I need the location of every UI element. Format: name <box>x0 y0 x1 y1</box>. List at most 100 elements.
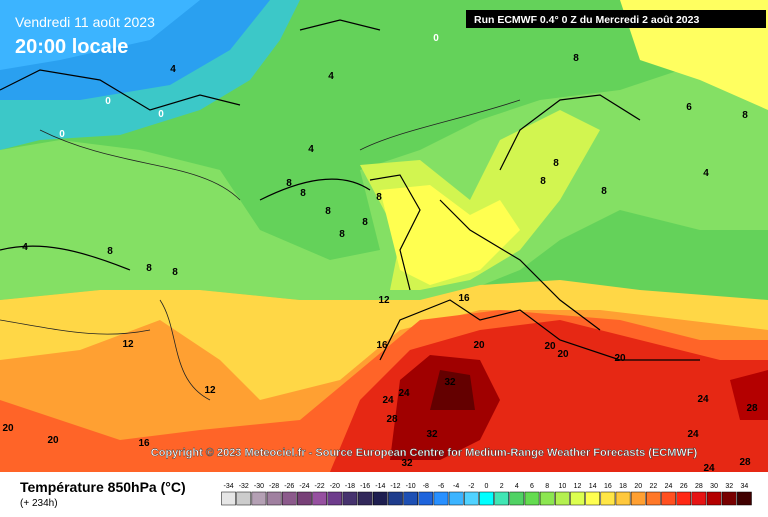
scale-cell <box>630 491 646 506</box>
scale-label: -18 <box>345 483 355 490</box>
scale-label: 26 <box>680 483 688 490</box>
contour-label: 20 <box>47 435 59 446</box>
extreme-region <box>430 370 475 410</box>
scale-label: -6 <box>438 483 444 490</box>
scale-label: 24 <box>665 483 673 490</box>
scale-cell <box>251 491 267 506</box>
scale-cell <box>600 491 616 506</box>
scale-cell <box>357 491 373 506</box>
scale-label: -22 <box>315 483 325 490</box>
lead-time: (+ 234h) <box>20 498 58 509</box>
contour-label: 4 <box>328 71 334 82</box>
contour-label: 0 <box>158 109 164 120</box>
scale-label: -28 <box>269 483 279 490</box>
scale-cell <box>297 491 312 506</box>
contour-label: 8 <box>172 267 178 278</box>
contour-label: 8 <box>601 186 607 197</box>
scale-label: -32 <box>239 483 249 490</box>
copyright: Copyright © 2023 Meteociel.fr - Source E… <box>151 447 698 459</box>
contour-label: 0 <box>59 129 65 140</box>
scale-cell <box>539 491 555 506</box>
contour-label: 4 <box>703 168 709 179</box>
scale-label: -12 <box>390 483 400 490</box>
scale-cell <box>676 491 692 506</box>
scale-label: -14 <box>375 483 385 490</box>
contour-label: 16 <box>376 340 388 351</box>
contour-label: 20 <box>557 349 569 360</box>
scale-cell <box>312 491 327 506</box>
scale-cell <box>494 491 510 506</box>
scale-label: 2 <box>500 483 504 490</box>
scale-label: -26 <box>284 483 294 490</box>
scale-label: -24 <box>299 483 309 490</box>
contour-label: 24 <box>382 395 394 406</box>
scale-label: 12 <box>574 483 582 490</box>
scale-cell <box>661 491 676 506</box>
scale-label: 0 <box>485 483 489 490</box>
contour <box>0 99 521 401</box>
extreme-region <box>730 370 768 420</box>
scale-label: 28 <box>695 483 703 490</box>
scale-cell <box>418 491 434 506</box>
scale-label: 14 <box>589 483 597 490</box>
contour-label: 4 <box>22 242 28 253</box>
contour-label: 8 <box>339 229 345 240</box>
scale-label: 4 <box>515 483 519 490</box>
scale-cell <box>615 491 631 506</box>
scale-label: 22 <box>649 483 657 490</box>
contour-label: 32 <box>401 458 413 469</box>
scale-cell <box>266 491 282 506</box>
contour-label: 8 <box>553 158 559 169</box>
contour-label: 20 <box>473 340 485 351</box>
scale-label: 16 <box>604 483 612 490</box>
scale-label: -34 <box>224 483 234 490</box>
contour-label: 8 <box>742 110 748 121</box>
scale-cell <box>342 491 358 506</box>
scale-label: -4 <box>453 483 459 490</box>
contour-label: 8 <box>362 217 368 228</box>
scale-label: 6 <box>530 483 534 490</box>
contour-label: 8 <box>376 192 382 203</box>
contour-label: 8 <box>325 206 331 217</box>
contour-label: 12 <box>204 385 216 396</box>
scale-label: 18 <box>619 483 627 490</box>
run-info: Run ECMWF 0.4° 0 Z du Mercredi 2 août 20… <box>474 14 699 26</box>
scale-cell <box>448 491 464 506</box>
forecast-time: 20:00 locale <box>15 36 128 58</box>
scale-cell <box>372 491 388 506</box>
contour-label: 20 <box>544 341 556 352</box>
cold-region <box>0 0 200 70</box>
contour-label: 8 <box>286 178 292 189</box>
contour-label: 24 <box>703 463 715 474</box>
scale-cell <box>524 491 540 506</box>
contour-label: 20 <box>614 353 626 364</box>
scale-label: 8 <box>545 483 549 490</box>
scale-cell <box>281 491 297 506</box>
scale-cell <box>706 491 722 506</box>
scale-cell <box>327 491 343 506</box>
scale-label: -16 <box>360 483 370 490</box>
scale-label: -10 <box>406 483 416 490</box>
contour-label: 0 <box>433 33 439 44</box>
scale-label: 30 <box>710 483 718 490</box>
contour-label: 32 <box>426 429 438 440</box>
forecast-date: Vendredi 11 août 2023 <box>15 14 155 30</box>
legend-title: Température 850hPa (°C) <box>20 479 186 495</box>
scale-cell <box>555 491 570 506</box>
contour-label: 28 <box>386 414 398 425</box>
contour-label: 8 <box>300 188 306 199</box>
contour-label: 8 <box>146 263 152 274</box>
contour-label: 28 <box>739 457 751 468</box>
scale-cell <box>388 491 403 506</box>
scale-label: 10 <box>558 483 566 490</box>
run-box <box>466 10 766 28</box>
contour-label: 4 <box>308 144 314 155</box>
scale-cell <box>646 491 661 506</box>
scale-cell <box>433 491 449 506</box>
contour-label: 20 <box>2 423 14 434</box>
scale-cell <box>585 491 601 506</box>
scale-label: 32 <box>725 483 733 490</box>
contour-label: 24 <box>398 388 410 399</box>
